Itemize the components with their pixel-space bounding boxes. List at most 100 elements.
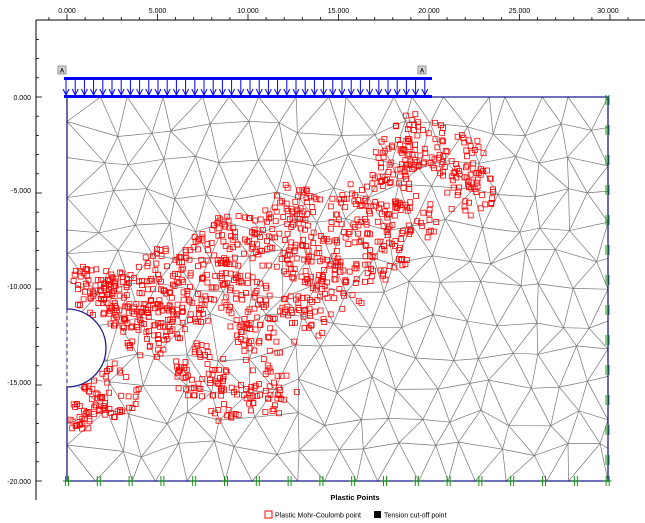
mesh-edge	[412, 225, 433, 256]
mesh-edge	[422, 388, 439, 420]
plastic-point	[289, 208, 296, 215]
plastic-point	[267, 325, 274, 332]
mesh-edge	[567, 410, 580, 444]
mesh-edge	[492, 133, 516, 157]
mesh-edge	[248, 96, 259, 122]
plastic-point	[436, 151, 443, 158]
plastic-point	[269, 226, 276, 232]
plastic-point	[212, 366, 219, 373]
mesh-edge	[395, 389, 424, 420]
plastic-point	[83, 266, 89, 272]
plastic-point	[167, 289, 174, 296]
y-tick-label-4: -20.000	[7, 479, 31, 486]
mesh-edge	[146, 188, 170, 224]
mesh-edge	[131, 456, 142, 482]
plastic-point	[291, 338, 298, 345]
mesh-edge	[195, 231, 211, 259]
plastic-point	[140, 301, 147, 307]
plastic-point	[371, 185, 378, 192]
mesh-edge	[561, 123, 592, 131]
plastic-point	[148, 275, 155, 282]
plastic-point	[224, 412, 231, 419]
plastic-point	[187, 311, 194, 318]
plastic-point	[191, 316, 198, 322]
mesh-edge	[341, 96, 347, 136]
legend-tension-cutoff-label: Tension cut-off point	[384, 513, 447, 520]
mesh-edge	[588, 289, 609, 329]
plastic-point	[204, 257, 211, 264]
plastic-point	[450, 184, 457, 191]
mesh-edge	[339, 448, 364, 451]
mesh-edge	[538, 156, 568, 164]
plastic-point	[221, 255, 228, 262]
plastic-point	[218, 392, 225, 399]
plastic-point	[358, 201, 365, 208]
plastic-point	[364, 231, 371, 238]
mesh-edge	[195, 156, 219, 163]
plastic-point	[334, 259, 341, 265]
plastic-point	[266, 211, 273, 218]
plastic-point	[72, 268, 79, 274]
plastic-point	[364, 270, 371, 277]
mesh-edge	[415, 314, 434, 359]
plastic-point	[385, 239, 392, 246]
mesh-edge	[339, 449, 357, 482]
plastic-point	[419, 127, 426, 133]
plastic-point	[257, 216, 264, 223]
mesh-edge	[469, 379, 489, 384]
mesh-edge	[480, 379, 489, 411]
plastic-point	[367, 231, 374, 238]
plastic-point	[184, 392, 191, 399]
plastic-point	[420, 209, 427, 216]
load-arrow-head	[99, 88, 107, 97]
y-tick-label-1: -5.000	[11, 188, 31, 195]
plastic-point	[170, 272, 177, 279]
plastic-point	[198, 301, 205, 308]
mesh-edge	[186, 385, 212, 393]
mesh-edge	[151, 133, 165, 160]
plastic-point	[231, 254, 238, 261]
mesh-edge	[587, 165, 609, 194]
plastic-point	[91, 411, 97, 418]
plastic-point	[132, 400, 139, 407]
plastic-point	[358, 237, 365, 244]
plastic-point	[414, 218, 421, 225]
plastic-point	[300, 313, 307, 320]
mesh-edge	[140, 456, 156, 482]
plastic-point	[93, 266, 100, 273]
mesh-edge	[117, 96, 128, 137]
mesh-edge	[546, 443, 569, 482]
plastic-point	[406, 136, 413, 143]
plastic-point	[278, 372, 285, 379]
mesh-edge	[174, 194, 207, 200]
plastic-point	[92, 402, 99, 409]
plastic-point	[104, 379, 111, 386]
plastic-point	[249, 255, 256, 262]
load-point-a-left-box	[57, 65, 67, 75]
plastic-point	[153, 353, 160, 360]
plastic-point	[317, 258, 324, 265]
mesh-edge	[599, 419, 609, 444]
mesh-edge	[512, 353, 532, 389]
plastic-point	[99, 370, 106, 377]
plastic-point	[310, 209, 316, 216]
plastic-point	[101, 309, 107, 316]
plastic-point	[179, 309, 185, 315]
plastic-point	[448, 205, 455, 212]
plastic-point	[272, 234, 279, 241]
load-arrow-head	[347, 88, 355, 97]
plastic-point	[195, 263, 201, 270]
plastic-point	[284, 230, 291, 237]
plastic-point	[145, 310, 152, 316]
mesh-edge	[166, 423, 180, 444]
plastic-point	[370, 267, 376, 274]
plastic-point	[283, 372, 290, 379]
plastic-point	[171, 282, 178, 289]
mesh-edge	[209, 291, 224, 314]
plastic-point	[417, 219, 424, 226]
mesh-edge	[135, 222, 170, 226]
plastic-point	[79, 415, 86, 422]
plastic-point	[450, 170, 457, 177]
plastic-point	[379, 173, 386, 180]
plastic-point	[406, 186, 413, 192]
